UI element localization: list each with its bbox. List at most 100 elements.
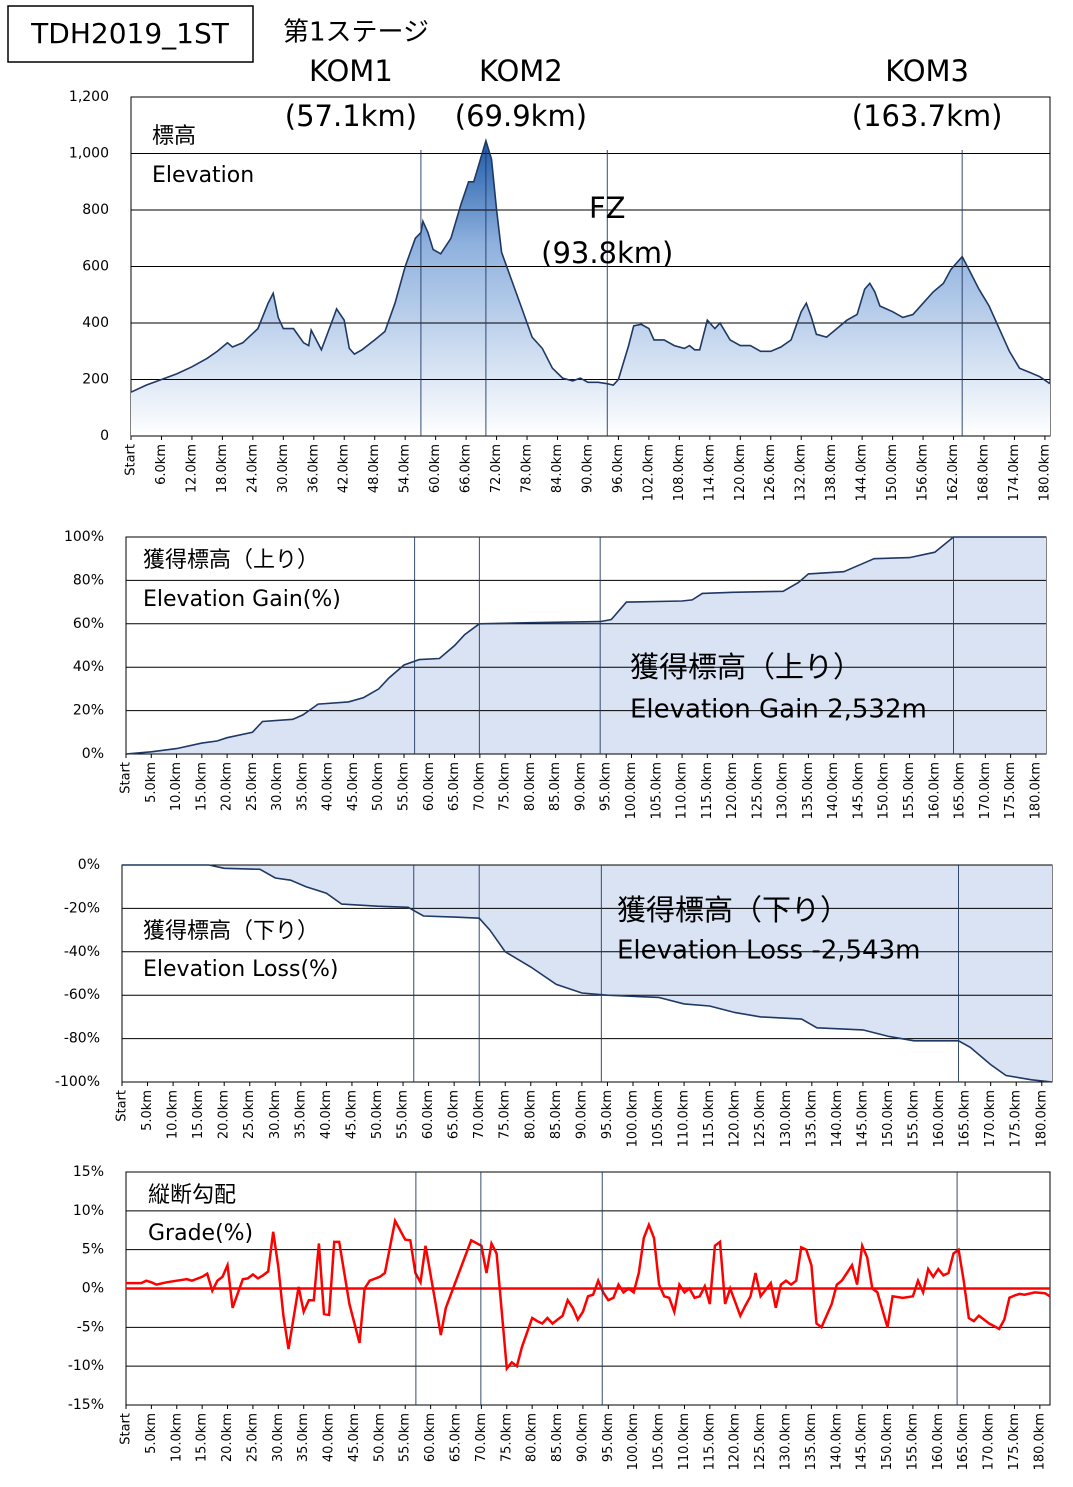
x-tick-label: 120.0km [725, 762, 740, 819]
x-tick-label: 180.0km [1032, 1413, 1047, 1470]
x-tick-label: 110.0km [677, 1090, 692, 1147]
x-tick-label: 12.0km [184, 444, 199, 493]
x-tick-label: 42.0km [337, 444, 352, 493]
x-tick-label: 160.0km [927, 762, 942, 819]
x-tick-label: 175.0km [1009, 1090, 1024, 1147]
x-tick-label: 140.0km [830, 1090, 845, 1147]
x-tick-label: 15.0km [195, 1413, 210, 1462]
marker-label: FZ [589, 191, 626, 225]
x-tick-label: 95.0km [601, 1413, 616, 1462]
x-tick-label: 115.0km [700, 762, 715, 819]
x-tick-label: 110.0km [677, 1413, 692, 1470]
y-tick-label: 400 [82, 315, 109, 331]
x-tick-label: 5.0km [144, 762, 159, 803]
x-tick-label: 35.0km [295, 762, 310, 811]
x-tick-label: 180.0km [1037, 444, 1052, 501]
x-tick-label: 90.0km [575, 1413, 590, 1462]
x-tick-label: 150.0km [881, 1090, 896, 1147]
x-tick-label: 40.0km [322, 1413, 337, 1462]
x-tick-label: 50.0km [370, 1090, 385, 1139]
chart-title: 獲得標高（下り） [143, 919, 319, 944]
x-tick-label: 80.0km [525, 1413, 540, 1462]
x-tick-label: 170.0km [978, 762, 993, 819]
chart-subtitle: Elevation Gain(%) [143, 587, 341, 612]
x-tick-label: 140.0km [829, 1413, 844, 1470]
chart-subtitle: Elevation Loss(%) [143, 957, 339, 982]
x-tick-label: Start [115, 1090, 130, 1122]
x-tick-label: 18.0km [215, 444, 230, 493]
y-tick-label: 600 [82, 259, 109, 275]
x-tick-label: 130.0km [779, 1413, 794, 1470]
x-tick-label: 175.0km [1007, 1413, 1022, 1470]
x-tick-label: 25.0km [245, 762, 260, 811]
x-tick-label: 105.0km [649, 762, 664, 819]
x-tick-label: 115.0km [702, 1413, 717, 1470]
y-tick-label: 800 [82, 202, 109, 218]
x-tick-label: 85.0km [548, 762, 563, 811]
y-tick-label: 200 [82, 372, 109, 388]
x-tick-label: 100.0km [624, 762, 639, 819]
y-tick-label: 0% [78, 857, 100, 873]
header-stage: 第1ステージ [283, 18, 429, 48]
x-tick-label: 125.0km [753, 1413, 768, 1470]
y-tick-label: -15% [68, 1397, 104, 1413]
x-tick-label: 25.0km [245, 1413, 260, 1462]
x-tick-label: 85.0km [550, 1413, 565, 1462]
x-tick-label: 40.0km [319, 1090, 334, 1139]
annotation: Elevation Gain 2,532m [630, 695, 927, 725]
x-tick-label: 54.0km [398, 444, 413, 493]
marker-label: KOM3 [885, 54, 969, 88]
x-tick-label: 170.0km [982, 1413, 997, 1470]
x-tick-label: 144.0km [855, 444, 870, 501]
x-tick-label: 45.0km [344, 1090, 359, 1139]
x-tick-label: 150.0km [880, 1413, 895, 1470]
x-tick-label: 160.0km [932, 1090, 947, 1147]
x-tick-label: 24.0km [245, 444, 260, 493]
x-tick-label: 85.0km [549, 1090, 564, 1139]
x-tick-label: 174.0km [1007, 444, 1022, 501]
x-tick-label: 20.0km [217, 1090, 232, 1139]
x-tick-label: 84.0km [550, 444, 565, 493]
x-tick-label: 30.0km [270, 762, 285, 811]
x-tick-label: 25.0km [242, 1090, 257, 1139]
x-tick-label: 165.0km [958, 1090, 973, 1147]
x-tick-label: 180.0km [1028, 762, 1043, 819]
x-tick-label: 72.0km [489, 444, 504, 493]
x-tick-label: 155.0km [905, 1413, 920, 1470]
x-tick-label: 175.0km [1003, 762, 1018, 819]
x-tick-label: 65.0km [447, 762, 462, 811]
y-tick-label: -60% [64, 987, 100, 1003]
x-tick-label: 50.0km [372, 1413, 387, 1462]
x-tick-label: 145.0km [855, 1090, 870, 1147]
marker-km: (57.1km) [285, 99, 417, 133]
x-tick-label: 126.0km [763, 444, 778, 501]
x-tick-label: 40.0km [321, 762, 336, 811]
x-tick-label: 130.0km [776, 762, 791, 819]
marker-label: KOM1 [309, 54, 393, 88]
x-tick-label: 130.0km [779, 1090, 794, 1147]
x-tick-label: 15.0km [191, 1090, 206, 1139]
x-tick-label: 30.0km [276, 444, 291, 493]
annotation: 獲得標高（下り） [617, 893, 849, 927]
x-tick-label: 10.0km [169, 1413, 184, 1462]
x-tick-label: Start [124, 444, 139, 476]
x-tick-label: 132.0km [794, 444, 809, 501]
x-tick-label: 95.0km [599, 762, 614, 811]
area-line [130, 138, 1051, 393]
x-tick-label: 120.0km [728, 1413, 743, 1470]
x-tick-label: 80.0km [523, 762, 538, 811]
y-tick-label: -80% [64, 1031, 100, 1047]
x-tick-label: 100.0km [626, 1413, 641, 1470]
x-tick-label: 135.0km [804, 1413, 819, 1470]
x-tick-label: 90.0km [574, 1090, 589, 1139]
y-tick-label: 0% [82, 1281, 104, 1297]
y-tick-label: 0 [100, 428, 109, 444]
y-tick-label: 5% [82, 1242, 104, 1258]
area-line [122, 864, 1053, 1083]
x-tick-label: 165.0km [953, 762, 968, 819]
chart-title: 獲得標高（上り） [143, 548, 319, 573]
x-tick-label: 30.0km [268, 1090, 283, 1139]
x-tick-label: 55.0km [398, 1413, 413, 1462]
x-tick-label: 20.0km [220, 762, 235, 811]
